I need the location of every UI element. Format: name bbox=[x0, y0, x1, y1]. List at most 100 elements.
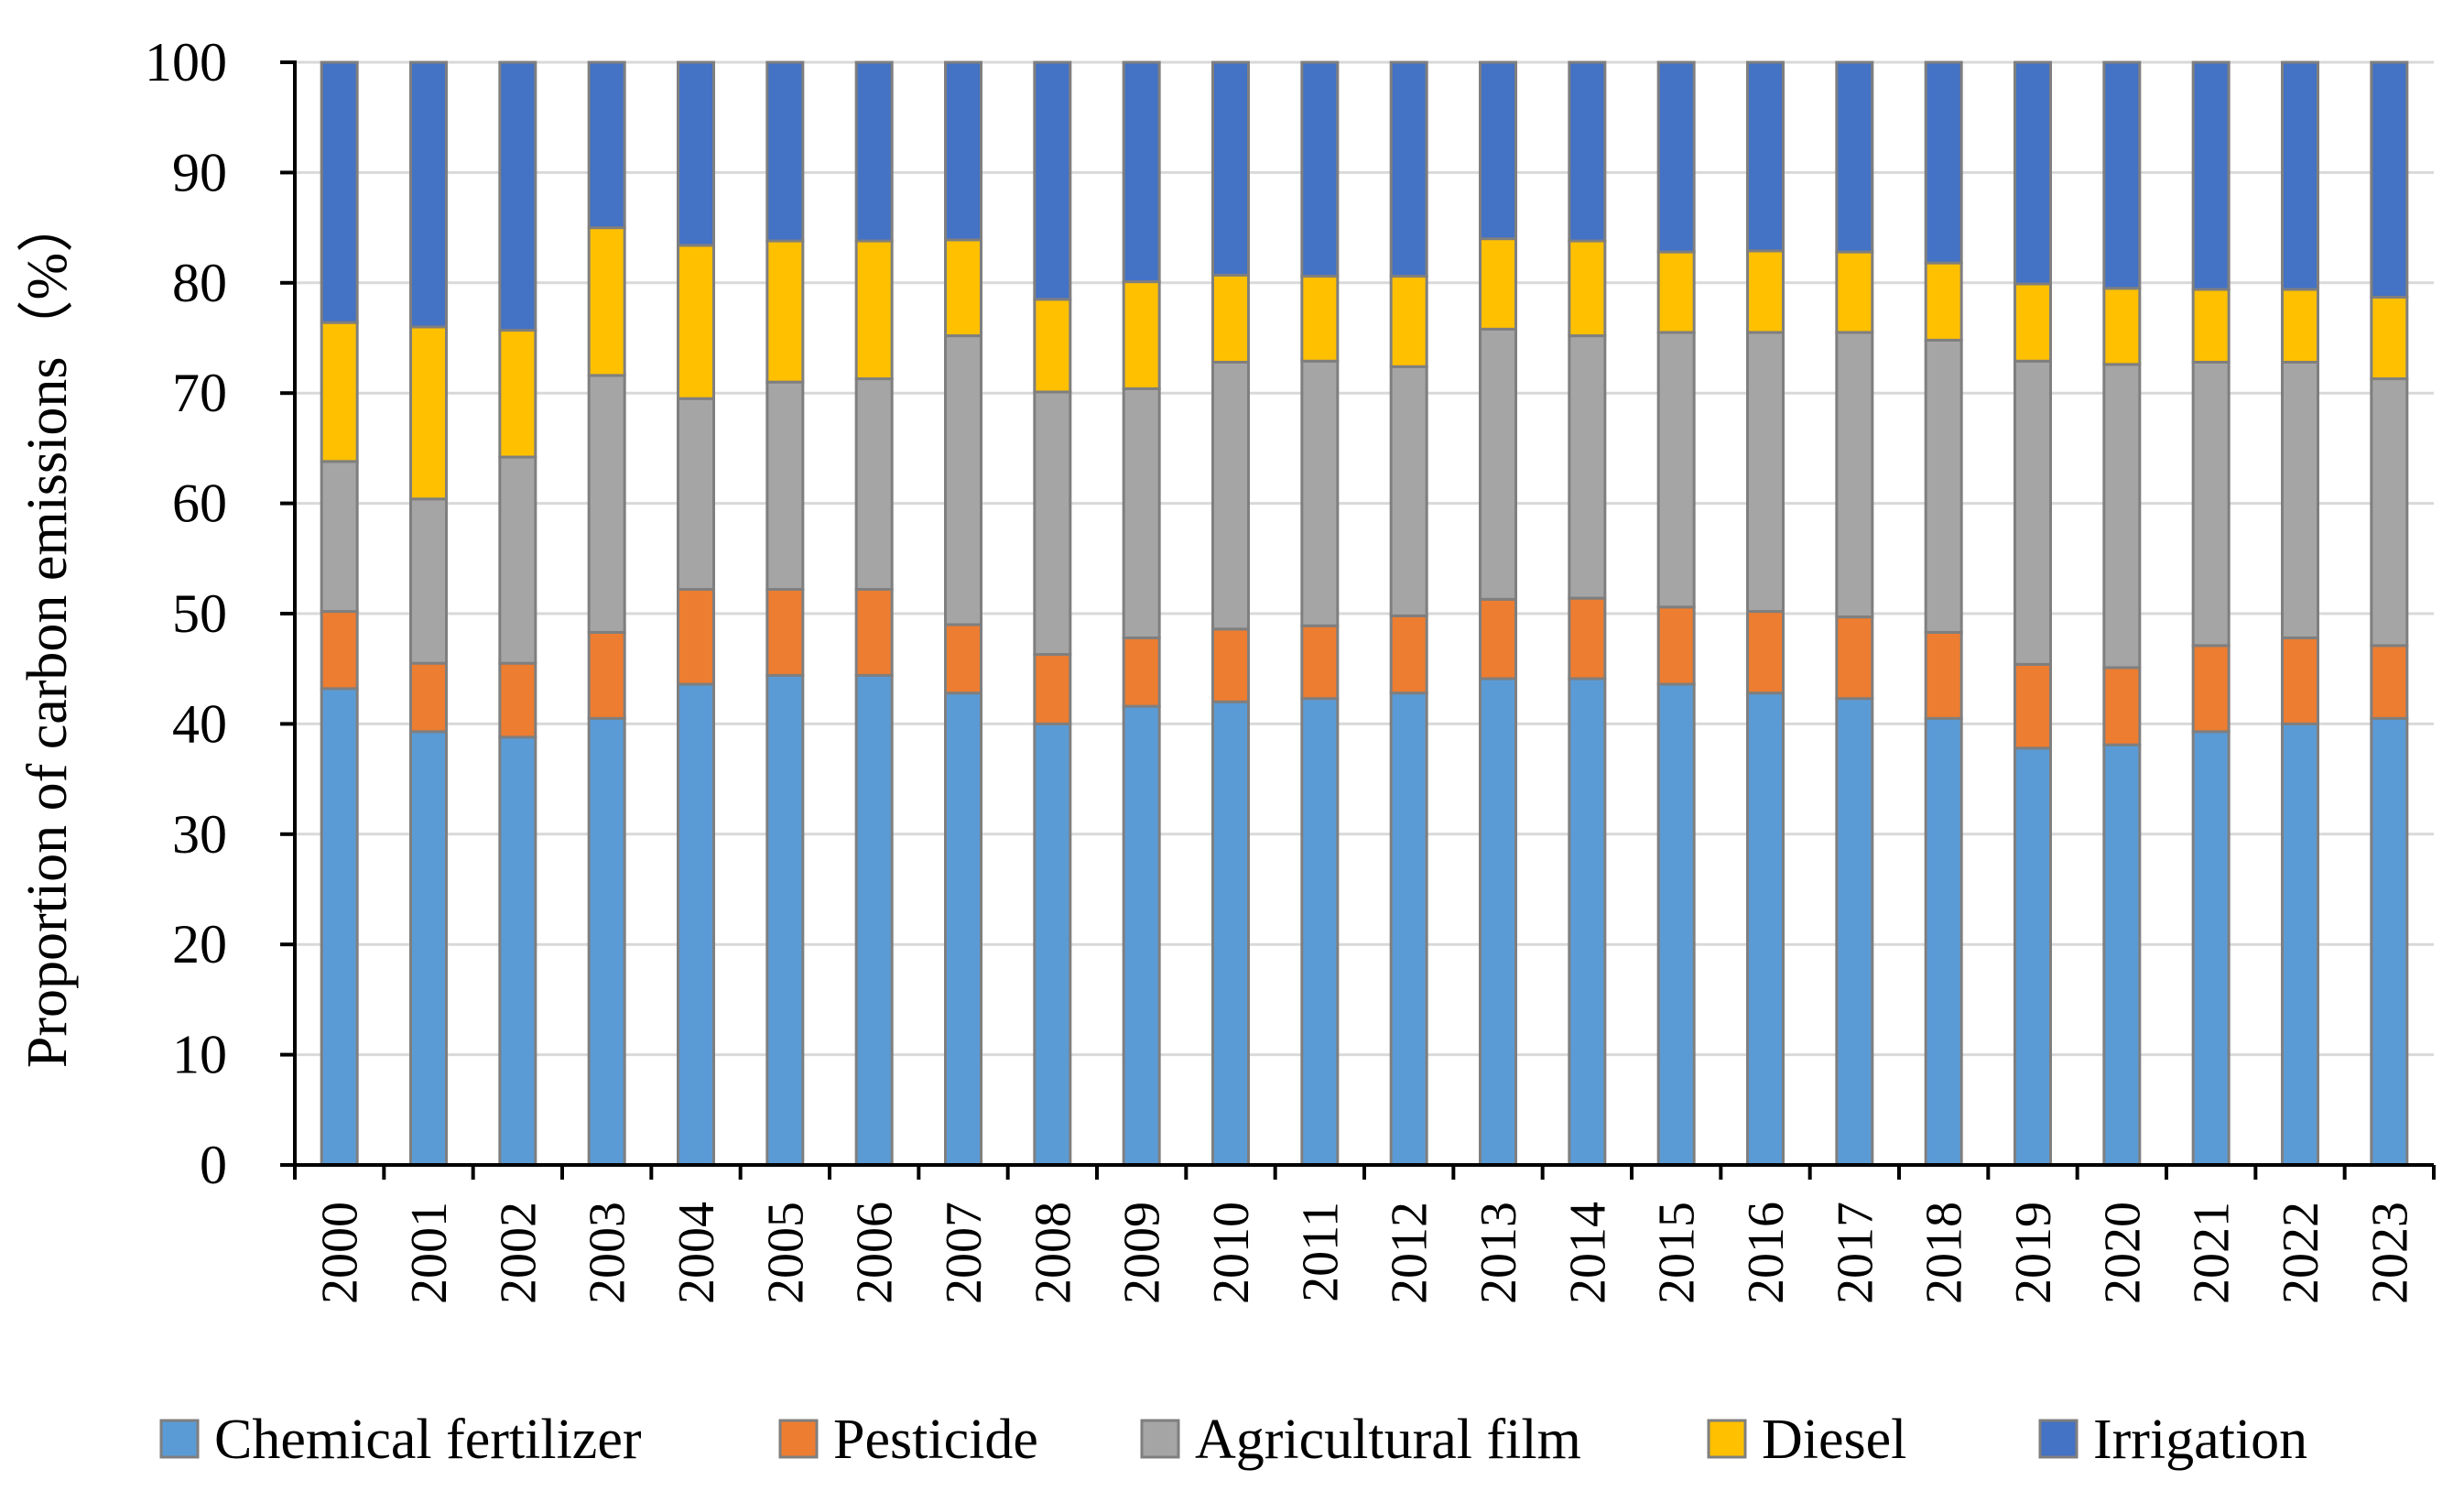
x-tick-label: 2015 bbox=[1649, 1202, 1706, 1304]
bar-segment bbox=[1924, 60, 1963, 265]
x-tick-label: 2022 bbox=[2273, 1202, 2329, 1304]
legend-label: Irrigation bbox=[2093, 1409, 2307, 1471]
bar-segment bbox=[1568, 239, 1607, 338]
bar-segment bbox=[1924, 261, 1963, 342]
bar-segment bbox=[409, 497, 448, 665]
legend-swatch bbox=[2038, 1419, 2079, 1459]
x-tick-label: 2010 bbox=[1203, 1202, 1260, 1304]
x-tick-label: 2018 bbox=[1916, 1202, 1973, 1304]
bar-segment bbox=[2281, 636, 2319, 725]
x-tick-label: 2013 bbox=[1471, 1202, 1527, 1304]
bar-segment bbox=[320, 687, 359, 1167]
bar-segment bbox=[1389, 275, 1428, 368]
bar-segment bbox=[1122, 60, 1161, 284]
bar-segment bbox=[2014, 746, 2052, 1167]
bar-segment bbox=[1122, 386, 1161, 639]
bar-segment bbox=[587, 630, 626, 720]
bar-segment bbox=[1924, 630, 1963, 720]
bar-segment bbox=[320, 60, 359, 324]
bar-segment bbox=[1033, 298, 1072, 394]
y-tick-label: 80 bbox=[172, 253, 227, 313]
bar-segment bbox=[1300, 60, 1340, 278]
x-tick-label: 2017 bbox=[1827, 1202, 1883, 1304]
bar-segment bbox=[2191, 288, 2231, 364]
bar-segment bbox=[2281, 288, 2319, 364]
bar-segment bbox=[1300, 359, 1340, 627]
legend: Chemical fertilizer Pesticide Agricultural… bbox=[159, 1409, 2307, 1471]
bar-segment bbox=[2370, 295, 2409, 381]
y-tick-labels: 0 10 20 30 40 50 60 70 80 90 100 bbox=[145, 32, 227, 1195]
y-tick-label: 30 bbox=[172, 804, 227, 865]
bar-segment bbox=[1479, 60, 1517, 241]
bar-segment bbox=[2191, 730, 2231, 1167]
y-tick-label: 70 bbox=[172, 363, 227, 423]
bar-segment bbox=[2281, 722, 2319, 1167]
bar-segment bbox=[2102, 60, 2142, 290]
x-tick-labels: 2000 2001 2002 2003 2004 2005 2006 2007 2008 2009… bbox=[312, 1202, 2419, 1304]
bar-segment bbox=[1924, 716, 1963, 1167]
bar-segment bbox=[677, 397, 715, 592]
bar-segment bbox=[2370, 377, 2409, 648]
bar-segment bbox=[1835, 615, 1874, 701]
bar-segment bbox=[2102, 666, 2142, 746]
x-tick-label: 2000 bbox=[312, 1202, 369, 1304]
bar-segment bbox=[1568, 677, 1607, 1167]
bar-segment bbox=[854, 239, 894, 381]
legend-swatch bbox=[1707, 1419, 1747, 1459]
bar-segment bbox=[1656, 682, 1696, 1167]
y-tick-label: 60 bbox=[172, 473, 227, 534]
bar-segment bbox=[944, 60, 982, 242]
bar-segment bbox=[1656, 605, 1696, 686]
bar-segment bbox=[1568, 596, 1607, 680]
bar-segment bbox=[2191, 360, 2231, 648]
bar-segment bbox=[854, 377, 894, 592]
bar-segment bbox=[1300, 697, 1340, 1167]
legend-item: Irrigation bbox=[2038, 1409, 2307, 1471]
bar-segment bbox=[1656, 331, 1696, 609]
bar-segment bbox=[1211, 273, 1250, 364]
bar-segment bbox=[2014, 359, 2052, 666]
bar-segment bbox=[765, 588, 805, 677]
bar-segment bbox=[2370, 716, 2409, 1167]
legend-swatch bbox=[159, 1419, 200, 1459]
legend-item: Pesticide bbox=[778, 1409, 1038, 1471]
bar-segment bbox=[1211, 60, 1250, 277]
bar-segment bbox=[1389, 365, 1428, 617]
x-tick-label: 2016 bbox=[1738, 1202, 1795, 1304]
bar-segment bbox=[1835, 697, 1874, 1167]
bar-segment bbox=[1656, 250, 1696, 334]
legend-item: Chemical fertilizer bbox=[159, 1409, 642, 1471]
bar-segment bbox=[2281, 60, 2319, 291]
bar-segment bbox=[1568, 60, 1607, 243]
bar-segment bbox=[677, 588, 715, 686]
x-tick-label: 2006 bbox=[847, 1202, 904, 1304]
x-tick-label: 2002 bbox=[490, 1202, 547, 1304]
bar-segment bbox=[320, 610, 359, 691]
bar-segment bbox=[2102, 363, 2142, 669]
bar-segment bbox=[409, 60, 448, 329]
bar-segment bbox=[2014, 282, 2052, 363]
legend-label: Chemical fertilizer bbox=[214, 1409, 642, 1471]
bar-segment bbox=[1479, 327, 1517, 601]
bar-segment bbox=[854, 60, 894, 243]
bar-segment bbox=[854, 588, 894, 677]
bar-segment bbox=[1211, 627, 1250, 703]
bar-segment bbox=[587, 716, 626, 1167]
bar-segment bbox=[765, 239, 805, 384]
bar-segment bbox=[2370, 644, 2409, 720]
y-tick-label: 20 bbox=[172, 914, 227, 974]
bar-segment bbox=[1835, 250, 1874, 334]
y-tick-label: 90 bbox=[172, 142, 227, 202]
bar-segment bbox=[409, 661, 448, 734]
x-tick-label: 2009 bbox=[1114, 1202, 1171, 1304]
bar-segment bbox=[1389, 60, 1428, 278]
bar-segment bbox=[1656, 60, 1696, 254]
bar-segment bbox=[1568, 334, 1607, 600]
gridlines bbox=[295, 60, 2434, 1057]
x-tick-label: 2005 bbox=[757, 1202, 814, 1304]
x-tick-label: 2023 bbox=[2361, 1202, 2418, 1304]
x-tick-label: 2020 bbox=[2094, 1202, 2151, 1304]
bar-segment bbox=[2191, 60, 2231, 291]
y-axis-title: Proportion of carbon emissions（%） bbox=[16, 196, 79, 1068]
